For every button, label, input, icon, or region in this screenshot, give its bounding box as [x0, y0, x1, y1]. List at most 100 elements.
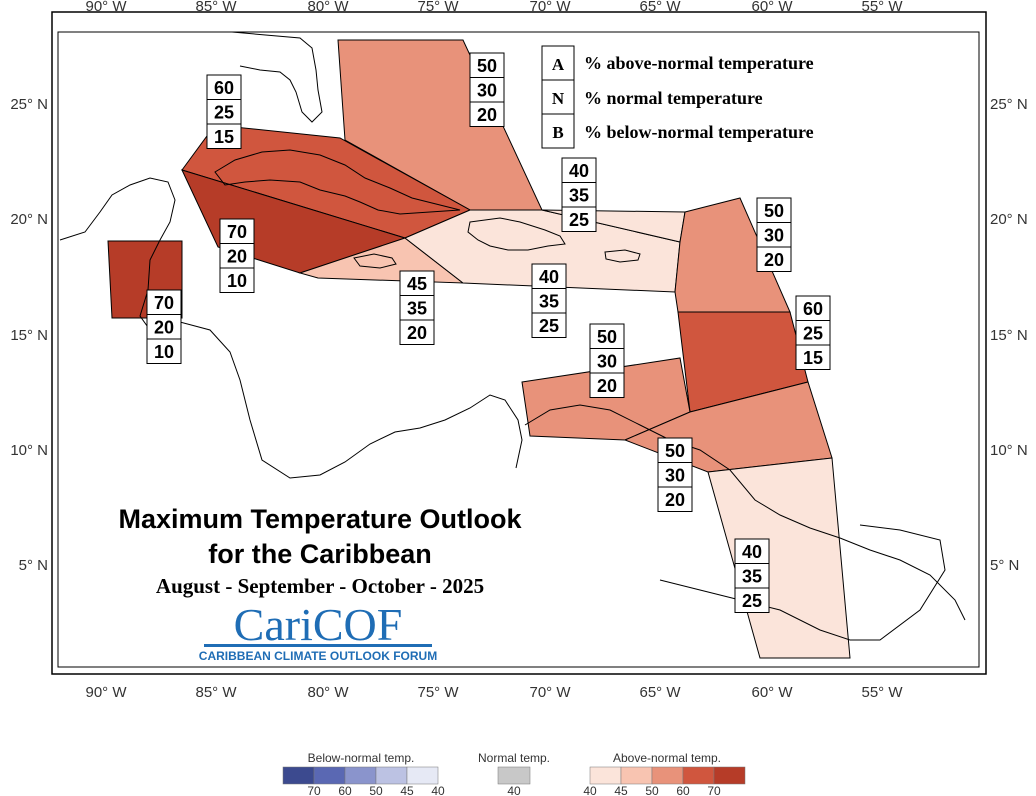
- prob-box-abc-islands: 50 30 20: [589, 323, 625, 398]
- prob-cell-below: [795, 344, 831, 370]
- prob-value-normal: 30: [764, 226, 784, 246]
- prob-cell-below: [756, 246, 792, 272]
- latitude-labels-left: 25° N 20° N 15° N 10° N 5° N: [10, 96, 48, 574]
- prob-cell-above: [589, 323, 625, 349]
- map-inner-frame: [57, 31, 980, 668]
- prob-value-below: 20: [477, 105, 497, 125]
- key-text-below: % below-normal temperature: [584, 122, 814, 142]
- key-letter-cell-b: [541, 113, 575, 149]
- prob-value-above: 50: [665, 441, 685, 461]
- legend-below-tick: 40: [431, 784, 445, 796]
- hispaniola-coast: [467, 217, 566, 251]
- prob-value-below: 20: [597, 376, 617, 396]
- prob-cell-below: [219, 267, 255, 293]
- prob-value-below: 10: [154, 342, 174, 362]
- key-text-above: % above-normal temperature: [584, 53, 814, 73]
- prob-cell-normal: [469, 77, 505, 103]
- prob-cell-below: [399, 319, 435, 345]
- legend-above-swatch: [620, 766, 653, 785]
- prob-value-below: 25: [539, 316, 559, 336]
- prob-value-above: 60: [803, 299, 823, 319]
- prob-value-normal: 25: [214, 103, 234, 123]
- yucatan-coast: [59, 177, 523, 479]
- prob-cell-normal: [756, 222, 792, 248]
- key-letter-b: B: [552, 123, 563, 142]
- prob-value-normal: 20: [154, 318, 174, 338]
- prob-cell-above: [206, 74, 242, 100]
- prob-value-normal: 35: [569, 186, 589, 206]
- south-america-coast: [524, 404, 966, 621]
- lon-tick-top: 60° W: [751, 0, 793, 15]
- prob-cell-above: [146, 289, 182, 315]
- prob-cell-below: [561, 206, 597, 232]
- lon-tick-top: 80° W: [307, 0, 349, 15]
- prob-value-above: 70: [227, 222, 247, 242]
- lat-tick-left: 5° N: [19, 557, 48, 574]
- caricof-logo: CariCOF CARIBBEAN CLIMATE OUTLOOK FORUM: [199, 599, 437, 663]
- legend-below-tick: 45: [400, 784, 414, 796]
- prob-box-puerto-rico: 40 35 25: [561, 157, 597, 232]
- lat-tick-right: 20° N: [990, 211, 1028, 228]
- prob-cell-normal: [589, 348, 625, 374]
- prob-value-normal: 30: [477, 81, 497, 101]
- jamaica-coast: [353, 253, 397, 269]
- lon-tick-bottom: 90° W: [85, 684, 127, 701]
- legend-below-swatch: [406, 766, 439, 785]
- prob-value-above: 40: [539, 267, 559, 287]
- prob-box-bahamas: 50 30 20: [469, 52, 505, 127]
- probability-boxes: 50 30 20 60 25 15 70 20 10 70 20 10 45 35 20 40 35 25 40 35…: [146, 52, 831, 613]
- map-title-line2: for the Caribbean: [208, 539, 432, 569]
- legend-above-tick: 45: [614, 784, 628, 796]
- lon-tick-bottom: 60° W: [751, 684, 793, 701]
- cuba-coast: [214, 149, 461, 215]
- prob-cell-below: [734, 587, 770, 613]
- prob-value-normal: 25: [803, 324, 823, 344]
- legend-above-tick: 50: [645, 784, 659, 796]
- prob-value-above: 40: [569, 161, 589, 181]
- legend-above-title: Above-normal temp.: [613, 751, 721, 765]
- longitude-labels-top: 90° W 85° W 80° W 75° W 70° W 65° W 60° W 55° W: [85, 0, 903, 15]
- prob-box-cuba: 60 25 15: [206, 74, 242, 149]
- lon-tick-top: 75° W: [417, 0, 459, 15]
- map-subtitle: August - September - October - 2025: [156, 574, 484, 598]
- lat-tick-left: 25° N: [10, 96, 48, 113]
- lon-tick-top: 85° W: [195, 0, 237, 15]
- legend-below-swatch: [375, 766, 408, 785]
- lon-tick-bottom: 55° W: [861, 684, 903, 701]
- lat-tick-right: 25° N: [990, 96, 1028, 113]
- lon-tick-top: 65° W: [639, 0, 681, 15]
- prob-value-below: 15: [214, 127, 234, 147]
- lon-tick-top: 90° W: [85, 0, 127, 15]
- prob-cell-normal: [795, 320, 831, 346]
- key-letter-a: A: [552, 55, 565, 74]
- legend-normal-tick: 40: [507, 784, 521, 796]
- prob-value-below: 20: [407, 323, 427, 343]
- prob-value-above: 50: [477, 56, 497, 76]
- prob-cell-normal: [561, 182, 597, 208]
- prob-cell-below: [589, 372, 625, 398]
- lon-tick-bottom: 80° W: [307, 684, 349, 701]
- longitude-labels-bottom: 90° W 85° W 80° W 75° W 70° W 65° W 60° W 55° W: [85, 684, 903, 701]
- prob-value-below: 20: [665, 490, 685, 510]
- legend-above-swatch: [713, 766, 746, 785]
- prob-value-below: 15: [803, 348, 823, 368]
- prob-cell-below: [146, 338, 182, 364]
- lat-tick-left: 10° N: [10, 442, 48, 459]
- puerto-rico-coast: [604, 249, 641, 263]
- legend-above-swatch: [682, 766, 715, 785]
- legend-below-title: Below-normal temp.: [308, 751, 415, 765]
- lon-tick-bottom: 70° W: [529, 684, 571, 701]
- legend-below-tick: 70: [307, 784, 321, 796]
- lon-tick-bottom: 85° W: [195, 684, 237, 701]
- prob-cell-below: [469, 101, 505, 127]
- prob-box-leeward-islands: 50 30 20: [756, 197, 792, 272]
- prob-cell-normal: [531, 288, 567, 314]
- prob-value-normal: 35: [742, 567, 762, 587]
- prob-value-above: 50: [597, 327, 617, 347]
- prob-box-windward-islands: 60 25 15: [795, 295, 831, 370]
- coastlines: [59, 31, 966, 641]
- logo-underline: [204, 644, 432, 647]
- lat-tick-left: 15° N: [10, 327, 48, 344]
- prob-value-above: 50: [764, 201, 784, 221]
